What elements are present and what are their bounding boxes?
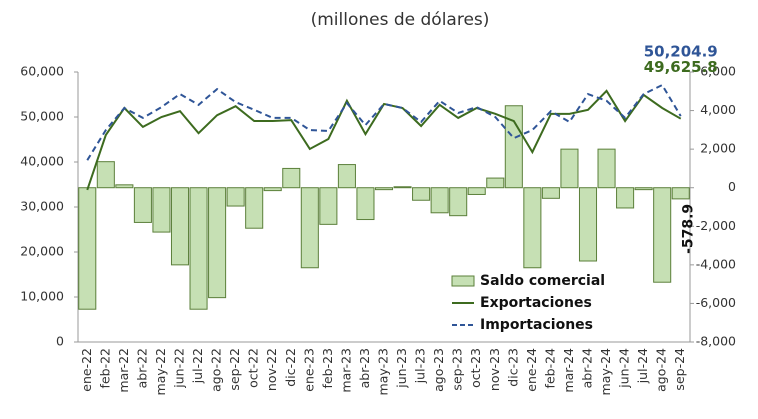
value-label: 49,625.8 [644, 58, 718, 76]
bar [653, 187, 672, 283]
y2-tick-label: -4,000 [696, 256, 736, 271]
bar [449, 187, 468, 217]
x-tick-label: jul-22 [190, 348, 205, 384]
bar [523, 187, 542, 269]
bar [374, 187, 394, 191]
line [86, 89, 682, 191]
bar [115, 184, 134, 189]
x-tick-label: ene-23 [301, 348, 316, 392]
bar [133, 187, 152, 223]
x-tick-label: sep-23 [450, 348, 465, 391]
x-tick-label: oct-23 [468, 348, 483, 388]
bar [300, 187, 319, 269]
line [86, 83, 682, 161]
bar [412, 187, 431, 201]
bar [96, 161, 115, 189]
bar [467, 187, 486, 195]
bar [319, 187, 338, 225]
x-tick-label: may-22 [153, 348, 168, 395]
y-tick-label: 20,000 [20, 244, 64, 259]
x-tick-label: sep-24 [672, 348, 687, 391]
x-tick-label: sep-22 [227, 348, 242, 391]
x-tick-label: mar-23 [338, 348, 353, 393]
legend-label: Exportaciones [480, 295, 592, 311]
x-tick-label: may-23 [376, 348, 391, 395]
x-tick-label: ene-22 [79, 348, 94, 392]
bar [393, 186, 412, 189]
y2-tick-label: -8,000 [696, 334, 736, 349]
y-tick-label: 10,000 [20, 289, 64, 304]
x-tick-label: abr-23 [357, 348, 372, 388]
bar [263, 187, 282, 192]
y-tick-label: 30,000 [20, 199, 64, 214]
bar [578, 187, 598, 262]
value-label: -578.9 [681, 204, 697, 254]
x-tick-label: jun-23 [394, 348, 409, 389]
legend-label: Saldo comercial [480, 273, 605, 289]
y-tick-label: 40,000 [20, 154, 64, 169]
x-tick-label: nov-22 [264, 348, 279, 391]
y-tick-label: 60,000 [20, 64, 64, 79]
bar [245, 187, 264, 229]
y2-tick-label: -6,000 [696, 295, 736, 310]
bar [560, 148, 579, 189]
bar [430, 187, 449, 214]
bar [337, 164, 356, 189]
legend-swatch [451, 275, 475, 287]
bar [671, 187, 690, 200]
x-tick-label: feb-23 [320, 348, 335, 388]
x-tick-label: abr-22 [134, 348, 149, 388]
bar [597, 148, 616, 189]
y2-tick-label: 4,000 [700, 102, 736, 117]
bar [356, 187, 375, 221]
x-tick-label: may-24 [598, 348, 613, 395]
x-tick-label: mar-24 [561, 348, 576, 393]
x-tick-label: dic-23 [505, 348, 520, 387]
chart-title: (millones de dólares) [311, 10, 490, 30]
y2-tick-label: 2,000 [700, 141, 736, 156]
y-tick-label: 50,000 [20, 109, 64, 124]
legend-label: Importaciones [480, 317, 593, 333]
x-tick-label: oct-22 [246, 348, 261, 388]
bar [486, 177, 505, 189]
x-tick-label: ago-22 [209, 348, 224, 392]
x-tick-label: mar-22 [116, 348, 131, 393]
x-tick-label: abr-24 [580, 348, 595, 388]
bar [616, 187, 635, 209]
x-tick-label: dic-22 [283, 348, 298, 387]
x-tick-label: jun-24 [617, 348, 632, 389]
bar [634, 187, 653, 191]
x-tick-label: jul-24 [635, 348, 650, 384]
bar [208, 187, 227, 299]
y2-tick-label: 6,000 [700, 64, 736, 79]
x-tick-label: jul-23 [413, 348, 428, 384]
bar [78, 187, 97, 310]
y2-tick-label: 0 [728, 179, 736, 194]
bar [152, 187, 171, 233]
x-tick-label: ene-24 [524, 348, 539, 392]
bar [226, 187, 245, 207]
bar [170, 187, 190, 266]
x-tick-label: feb-22 [97, 348, 112, 388]
value-label: 50,204.9 [644, 43, 718, 61]
y2-tick-label: -2,000 [696, 218, 736, 233]
bar [504, 105, 523, 189]
x-tick-label: ago-24 [654, 348, 669, 392]
y-tick-label: 0 [56, 334, 64, 349]
bar [189, 187, 208, 310]
x-tick-label: jun-22 [172, 348, 187, 389]
bar [541, 187, 560, 199]
x-tick-label: nov-23 [487, 348, 502, 391]
x-tick-label: feb-24 [542, 348, 557, 388]
bar [282, 167, 301, 189]
x-tick-label: ago-23 [431, 348, 446, 392]
